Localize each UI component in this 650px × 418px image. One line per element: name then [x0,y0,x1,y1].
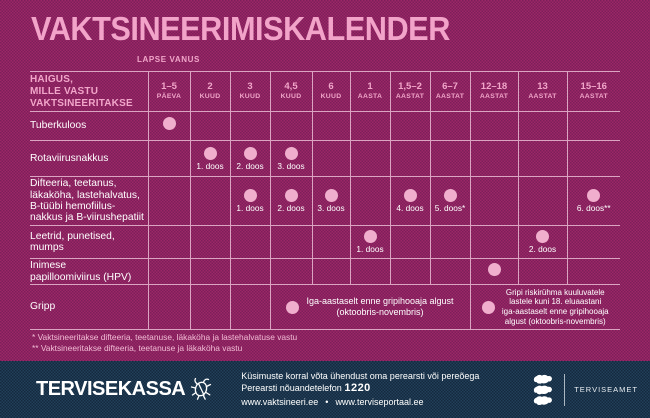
footnote-2: ** Vaktsineeritakse difteeria, teetanuse… [32,342,243,353]
dose-dot-icon [324,189,338,203]
dose-cell: 1. doos [349,225,390,259]
age-column-header-3: 4,5 KUUD [269,71,312,112]
disease-label: Difteeria, teetanus, läkaköha, lastehalv… [30,176,148,226]
age-axis-label: LAPSE VANUS [137,55,200,64]
dose-dot-icon [284,189,298,203]
dose-dot-icon [363,230,377,244]
bullet-separator: • [325,397,329,407]
footnotes: * Vaktsineeritakse difteeria, teetanuse,… [32,332,297,354]
dose-dot-icon [443,189,457,203]
age-column-header-7: 6–7 AASTAT [429,71,470,112]
dose-label: 2. doos [277,203,305,214]
dose-dot-icon [162,117,176,130]
dose-cell [469,258,518,285]
dose-dot-icon [481,300,495,314]
table-row-difteeria: Difteeria, teetanus, läkaköha, lastehalv… [30,176,620,226]
dose-label: 3. doos [277,160,305,171]
contact-line: Küsimuste korral võta ühendust oma perea… [241,371,480,381]
age-column-header-2: 3 KUUD [229,71,270,112]
table-row-gripp: Gripp Iga-aastaselt enne gripihooaja alg… [30,284,620,330]
dose-label: 5. doos* [434,203,466,214]
dose-cell [147,111,190,141]
dose-label: 2. doos [528,244,557,255]
corner-header: HAIGUS, MILLE VASTU VAKTSINEERITAKSE [30,71,148,112]
vaccination-calendar-table: HAIGUS, MILLE VASTU VAKTSINEERITAKSE 1–5… [30,71,620,330]
gripp-note-right: Gripi riskirühma kuuluvatele lastele kun… [501,287,609,326]
gripp-annual-note-cell: Iga-aastaselt enne gripihooaja algust (o… [269,284,470,330]
dose-cell: 3. doos [269,140,312,177]
dose-cell: 1. doos [229,176,270,226]
url-terviseportaal: www.terviseportaal.ee [335,397,424,407]
dose-dot-icon [587,189,601,203]
footer-contact-block: Küsimuste korral võta ühendust oma perea… [241,370,479,409]
agency-name: TERVISEAMET [574,385,638,394]
dose-label: 6. doos** [576,203,611,214]
age-column-header-9: 13 AASTAT [517,71,567,112]
phone-line: Perearsti nõuandetelefon 1220 [241,382,479,395]
disease-label: Rotaviirusnakkus [30,140,148,177]
dose-cell: 2. doos [229,140,270,177]
tervisekassa-logo: TERVISEKASSA [36,377,214,401]
dose-label: 3. doos [317,203,345,214]
disease-label: Leetrid, punetised, mumps [30,225,148,259]
gripp-note-left: Iga-aastaselt enne gripihooaja algust (o… [306,295,454,317]
vertical-divider [564,373,566,406]
dose-cell: 2. doos [269,176,312,226]
dose-dot-icon [284,146,298,160]
age-column-header-6: 1,5–2 AASTAT [389,71,430,112]
dose-cell: 1. doos [189,140,230,177]
beetle-doodle-icon [191,377,212,400]
age-column-header-1: 2 KUUD [189,71,230,112]
dose-cell: 2. doos [517,225,567,259]
footnote-1: * Vaktsineeritakse difteeria, teetanuse,… [32,332,298,342]
dose-cell: 4. doos [389,176,430,226]
age-column-header-5: 1 AASTA [349,71,390,112]
dose-cell: 6. doos** [566,176,620,226]
header-row: HAIGUS, MILLE VASTU VAKTSINEERITAKSE 1–5… [30,71,620,112]
age-column-header-10: 15–16 AASTAT [566,71,620,112]
dose-label: 1. doos [236,203,264,214]
dose-dot-icon [203,146,217,160]
disease-label: Inimese papilloomiviirus (HPV) [30,258,148,285]
dose-dot-icon [536,230,549,244]
dose-label: 1. doos [196,160,224,171]
page-title: VAKTSINEERIMISKALENDER [31,10,450,47]
brand-name: TERVISEKASSA [36,378,186,400]
table-row-rotaviirusnakkus: Rotaviirusnakkus 1. doos 2. doos 3. doos [30,140,620,177]
age-column-header-0: 1–5 PÄEVA [147,71,190,112]
gripp-risk-group-note-cell: Gripi riskirühma kuuluvatele lastele kun… [469,284,620,330]
three-lions-emblem-icon [534,374,553,405]
dose-cell: 3. doos [311,176,350,226]
urls-line: www.vaktsineeri.ee • www.terviseportaal.… [241,395,479,409]
age-column-header-8: 12–18 AASTAT [469,71,518,112]
dose-cell: 5. doos* [429,176,470,226]
age-column-header-4: 6 KUUD [311,71,350,112]
table-row-leetrid: Leetrid, punetised, mumps 1. doos 2. doo… [30,225,620,259]
url-vaktsineeri: www.vaktsineeri.ee [241,397,319,407]
dose-label: 1. doos [356,244,384,255]
dose-dot-icon [243,146,257,160]
dose-label: 2. doos [236,160,264,171]
dose-label: 4. doos [396,203,424,214]
disease-label: Gripp [30,284,148,330]
dose-dot-icon [487,262,501,276]
footer: TERVISEKASSA Küsimuste korral võta ühend… [0,361,650,418]
phone-number: 1220 [344,382,371,394]
dose-dot-icon [403,189,417,203]
terviseamet-logo: TERVISEAMET [533,373,638,406]
table-row-tuberkuloos: Tuberkuloos [30,111,620,141]
dose-dot-icon [286,300,300,314]
disease-label: Tuberkuloos [30,111,148,141]
dose-dot-icon [243,189,257,203]
table-row-hpv: Inimese papilloomiviirus (HPV) [30,258,620,285]
phone-label: Perearsti nõuandetelefon [241,383,342,393]
